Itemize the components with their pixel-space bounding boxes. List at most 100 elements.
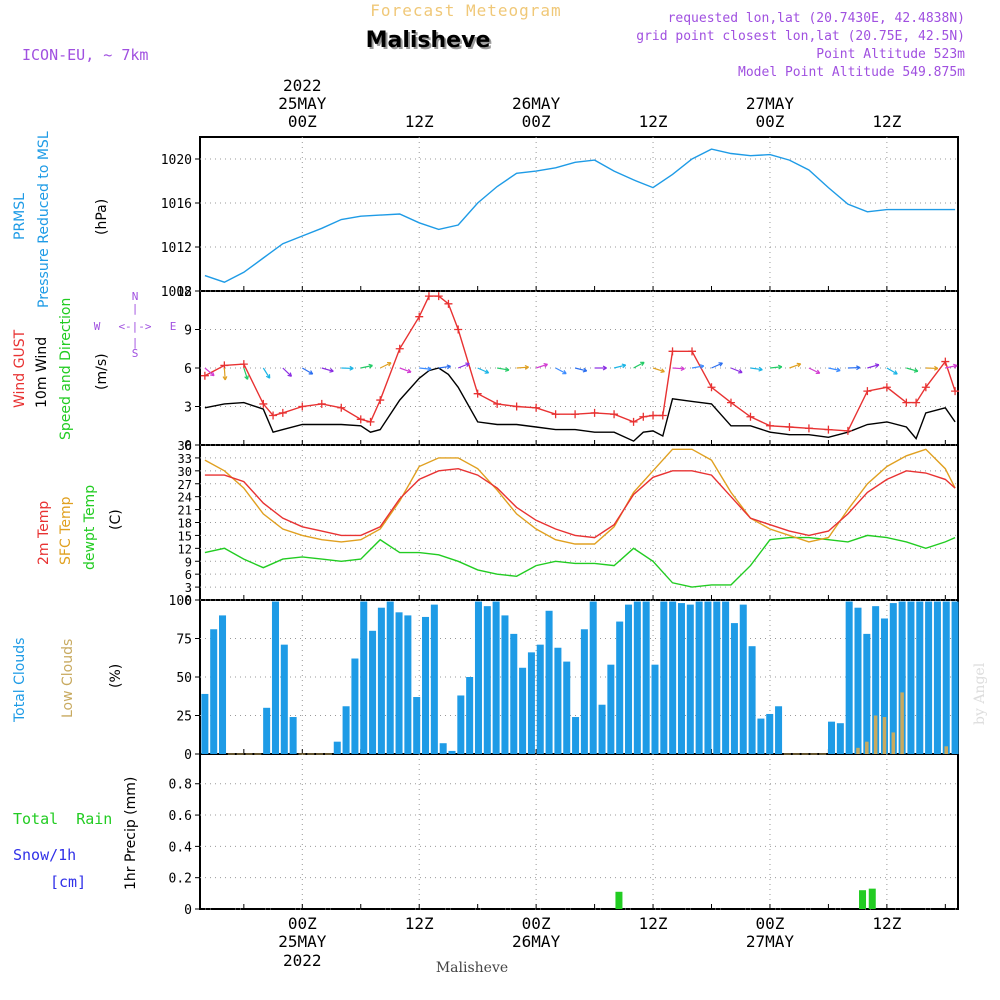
time-label-top-hour: 12Z <box>405 112 434 131</box>
label-precip-unit: 1hr Precip (mm) <box>123 777 139 890</box>
gust-marker <box>278 408 287 417</box>
wind-arrow-head <box>329 368 334 373</box>
label-gust: Wind GUST <box>12 329 28 408</box>
wind-direction-arrow <box>750 367 763 371</box>
label-snow-unit: [cm] <box>50 873 86 891</box>
total-cloud-bar <box>333 741 341 754</box>
y-tick-label: 30 <box>178 465 192 479</box>
gust-marker <box>912 398 921 407</box>
y-tick-label: 6 <box>184 362 192 377</box>
wind-direction-arrow <box>497 367 510 371</box>
panel-frame <box>199 444 959 601</box>
wind-direction-arrow <box>223 367 226 381</box>
wind-arrow-head <box>387 361 392 367</box>
wind-arrow-head <box>913 368 919 373</box>
total-cloud-bar <box>766 713 774 754</box>
gust-marker <box>921 383 930 392</box>
compass-s: S <box>132 347 139 360</box>
total-cloud-bar <box>474 601 482 754</box>
dewpoint-line <box>204 534 956 588</box>
wind-arrow-head <box>427 366 432 372</box>
gust-marker <box>882 383 891 392</box>
wind-arrow-head <box>562 369 567 375</box>
wind-arrow-head <box>222 376 228 381</box>
rain-bar <box>615 891 623 909</box>
total-cloud-bar <box>527 652 535 754</box>
gust-marker <box>726 398 735 407</box>
gust-marker <box>649 411 658 420</box>
panel-frame <box>199 136 959 292</box>
wind-arrow-head <box>933 365 939 371</box>
time-label-top-date: 27MAY <box>746 94 795 113</box>
wind-direction-arrow <box>808 367 820 374</box>
total-cloud-bar <box>889 603 897 754</box>
total-cloud-bar <box>748 646 756 754</box>
time-label-top-hour: 12Z <box>639 112 668 131</box>
wind-arrow-head <box>893 370 898 375</box>
y-tick-label: 3 <box>185 581 192 595</box>
total-cloud-bar <box>713 601 721 754</box>
label-pressure: Pressure Reduced to MSL <box>36 131 52 308</box>
wind-arrow-head <box>699 364 705 369</box>
total-cloud-bar <box>942 601 950 754</box>
wind-arrow-head <box>856 365 861 371</box>
location-title: Malisheve <box>366 28 491 53</box>
label-wind10: 10m Wind <box>34 337 50 408</box>
wind-direction-arrow <box>906 367 919 372</box>
wind-direction-arrow <box>789 363 801 369</box>
total-cloud-bar <box>289 717 297 754</box>
y-tick-label: 1020 <box>161 153 192 168</box>
total-cloud-bar <box>572 717 580 754</box>
wind-arrow-head <box>660 368 665 374</box>
total-cloud-bar <box>704 601 712 754</box>
label-sfc: SFC Temp <box>58 496 74 565</box>
total-cloud-bar <box>219 615 227 754</box>
low-cloud-bar <box>865 741 869 754</box>
time-label-top-year: 2022 <box>283 76 322 95</box>
total-cloud-bar <box>677 603 685 754</box>
y-tick-label: 0.4 <box>169 840 193 855</box>
wind-direction-arrow <box>438 365 451 369</box>
wind-direction-arrow <box>535 363 548 369</box>
label-clouds-unit: (%) <box>108 664 124 688</box>
total-cloud-bar <box>501 615 509 754</box>
gust-marker <box>493 399 502 408</box>
total-cloud-bar <box>457 695 465 754</box>
gridpoint-coords: grid point closest lon,lat (20.75E, 42.5… <box>636 29 965 44</box>
wind-direction-arrow <box>691 365 704 369</box>
low-cloud-bar <box>900 692 904 754</box>
wind-arrow-head <box>406 368 412 374</box>
total-cloud-bar <box>466 677 474 754</box>
wind-arrow-head <box>953 363 958 369</box>
label-direction: Speed and Direction <box>58 298 74 440</box>
gust-marker <box>376 396 385 405</box>
y-tick-label: 25 <box>176 710 192 725</box>
label-low-clouds: Low Clouds <box>60 639 76 718</box>
gust-marker <box>824 425 833 434</box>
total-cloud-bar <box>263 707 271 754</box>
gust-marker <box>707 383 716 392</box>
y-tick-label: 9 <box>184 324 192 339</box>
time-label-top-date: 26MAY <box>512 94 561 113</box>
total-cloud-bar <box>669 601 677 754</box>
time-label-bottom-hour: 12Z <box>639 914 668 933</box>
wind-arrow-head <box>582 367 588 373</box>
wind-direction-arrow <box>574 367 587 372</box>
total-cloud-bar <box>916 601 924 754</box>
low-cloud-bar <box>891 732 896 754</box>
total-cloud-bar <box>633 601 641 754</box>
compass-v-bottom: | <box>132 336 139 349</box>
wind-direction-arrow <box>243 367 249 380</box>
gust-marker <box>395 344 404 353</box>
gust-marker <box>337 403 346 412</box>
gust-marker <box>454 325 463 334</box>
total-cloud-bar <box>933 601 941 754</box>
time-label-top-hour: 12Z <box>872 112 901 131</box>
wind-direction-arrow <box>321 367 334 372</box>
label-wind-unit: (m/s) <box>94 353 110 390</box>
y-tick-label: 100 <box>169 594 192 609</box>
total-cloud-bar <box>757 718 765 754</box>
wind-arrow-head <box>738 369 743 374</box>
wind-arrow-head <box>446 364 451 370</box>
